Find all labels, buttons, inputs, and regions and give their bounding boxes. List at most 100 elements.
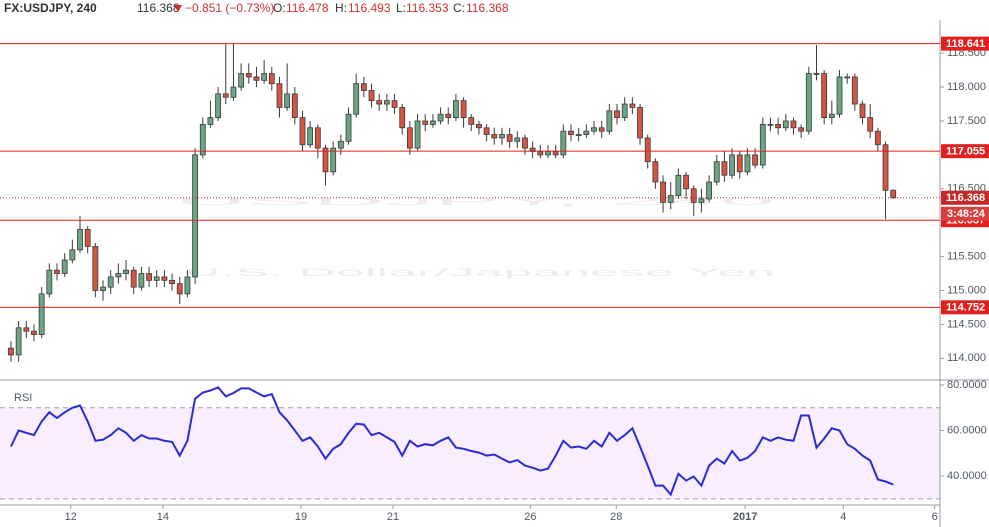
high-value: 116.493 [348,1,391,15]
candle-body [575,134,582,136]
candle-body [790,120,797,129]
candle-body [253,76,260,81]
candle-body [330,147,337,173]
candle-body [199,123,206,156]
candle-body [483,127,490,135]
y-tick-label: 117.500 [947,115,986,127]
candle-body [644,137,651,163]
y-tick-label: 60.0000 [947,424,987,436]
candle-body [230,86,237,98]
candle-body [506,134,513,142]
level-label: 114.752 [946,302,985,314]
candle-body [291,93,298,119]
candle-body [169,279,175,285]
candle-body [698,198,705,203]
rsi-label: RSI [14,392,32,404]
candle-body [552,151,559,156]
low-label: L: [396,1,406,15]
candle-body [767,123,774,126]
y-tick-label: 114.000 [947,352,986,364]
price-label-box [941,190,989,205]
candle-body [38,293,45,335]
candle-body [207,117,214,125]
candle-body [683,174,689,190]
candle-body [675,174,682,196]
close-value: 116.368 [466,1,509,15]
level-label: 117.055 [946,146,985,158]
symbol: FX:USDJPY, 240 [4,1,97,15]
candle-body [629,103,636,108]
candle-body [84,229,91,247]
candle-body [192,154,198,278]
candle-body [376,100,383,105]
price-label: 116.368 [946,192,985,204]
candle-body [706,181,712,200]
candle-body [867,117,874,132]
candle-body [637,107,643,139]
candle-body [652,161,659,183]
y-tick-label: 115.000 [947,284,986,296]
candle-body [61,259,68,274]
x-tick-label: 4 [840,511,846,523]
candle-body [744,154,751,173]
candle-body [146,273,152,281]
candle-body [46,269,53,295]
candle-body [828,113,835,119]
candle-body [437,113,444,122]
candle-body [729,154,735,176]
candle-body [621,103,628,119]
candle-body [775,123,782,129]
candle-body [360,83,367,91]
candle-body [514,137,521,142]
candle-body [782,120,789,129]
candle-body [568,130,574,135]
candle-body [77,229,83,251]
candle-body [660,181,666,203]
x-tick-label: 2017 [733,511,757,523]
candle-body [560,130,567,156]
open-label: O: [273,1,286,15]
candle-body [690,188,697,203]
x-tick-label: 6 [932,511,938,523]
candle-body [583,130,590,135]
candle-body [476,123,482,129]
candle-body [15,327,22,356]
candle-body [54,269,60,274]
candle-body [759,123,766,166]
x-tick-label: 19 [295,511,307,523]
rsi-line [10,386,894,497]
x-tick-label: 28 [610,511,622,523]
candle-body [667,195,674,203]
candle-body [614,110,620,119]
candle-body [314,127,321,149]
x-tick-label: 14 [157,511,169,523]
candle-body [92,246,99,291]
candle-body [805,73,812,132]
candle-body [736,154,743,173]
candle-body [399,107,406,129]
candle-body [245,73,252,78]
candle-body [406,127,413,149]
candle-body [130,269,137,288]
y-tick-label: 115.500 [947,251,986,263]
candle-body [368,90,375,102]
low-value: 116.353 [406,1,449,15]
candle-body [537,151,544,156]
countdown-box [941,206,989,221]
candle-body [545,151,551,156]
candle-body [383,100,390,105]
watermark-title: USDJPY, 240 [175,196,775,208]
candle-body [69,249,76,261]
candle-body [598,127,605,132]
candle-body [836,76,843,115]
y-tick-label: 118.000 [947,81,986,93]
x-tick-label: 21 [387,511,399,523]
candle-body [430,120,436,125]
candle-body [882,144,889,191]
candle-body [821,73,828,119]
candle-body [414,120,421,149]
y-tick-label: 40.0000 [947,470,987,482]
close-label: C: [453,1,465,15]
candle-body [23,327,30,332]
